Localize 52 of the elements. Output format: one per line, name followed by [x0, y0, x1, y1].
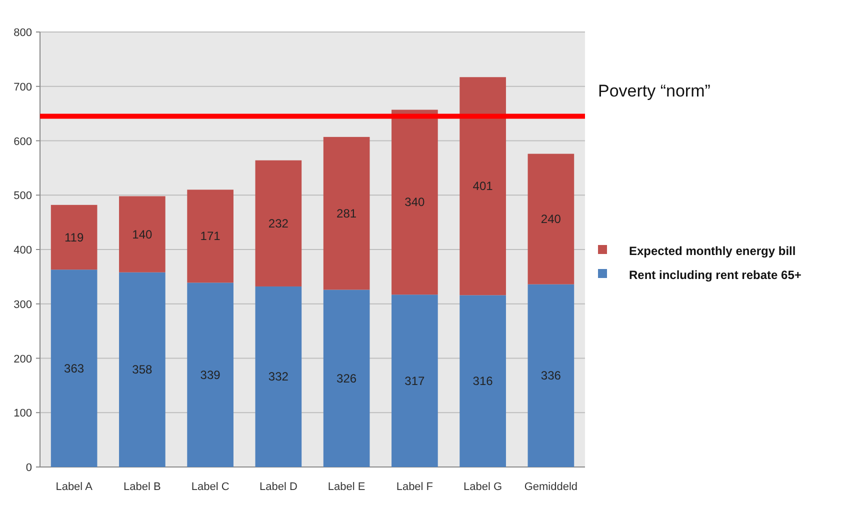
y-tick-label: 400: [14, 244, 32, 256]
data-label: 332: [268, 370, 289, 384]
data-label: 363: [64, 361, 84, 376]
y-tick-label: 100: [14, 408, 32, 420]
bar: [528, 284, 574, 467]
data-label: 339: [200, 368, 221, 382]
bar: [323, 136, 370, 290]
data-label: 232: [268, 216, 289, 230]
legend-label: Expected monthly energy bill: [629, 244, 796, 258]
y-tick-label: 500: [14, 190, 32, 202]
y-tick-label: 0: [26, 462, 32, 474]
data-label: 317: [404, 374, 426, 388]
x-tick-label: Label E: [328, 481, 366, 493]
y-tick-label: 300: [14, 298, 32, 311]
data-label: 340: [404, 195, 426, 210]
data-label: 326: [336, 371, 357, 386]
x-tick-label: Gemiddeld: [524, 481, 578, 493]
data-label: 316: [472, 374, 494, 388]
x-tick-label: Label B: [124, 481, 161, 493]
data-label: 281: [336, 206, 357, 220]
y-tick-label: 200: [14, 353, 32, 366]
bar: [119, 196, 166, 272]
data-label: 119: [64, 230, 84, 244]
bar: [392, 110, 438, 295]
data-label: 358: [132, 362, 153, 377]
bar: [50, 270, 98, 467]
data-label: 140: [132, 227, 153, 242]
bar: [528, 154, 574, 284]
bar: [119, 272, 166, 467]
data-label: 240: [540, 212, 562, 226]
bar: [255, 286, 302, 467]
data-label: 171: [200, 229, 221, 244]
y-tick-label: 700: [14, 81, 32, 94]
x-tick-label: Label F: [396, 481, 434, 493]
x-tick-label: Label A: [56, 481, 94, 493]
ref-line-label: Poverty “norm”: [598, 81, 711, 100]
x-tick-label: Label C: [191, 481, 230, 493]
bar: [392, 294, 438, 467]
x-tick-label: Label G: [464, 481, 502, 493]
x-tick-label: Label D: [259, 481, 298, 493]
bar: [460, 77, 506, 296]
bar: [187, 190, 234, 283]
bar: [50, 204, 98, 270]
bar: [323, 290, 370, 467]
bar: [460, 295, 506, 467]
legend-label: Rent including rent rebate 65+: [629, 268, 802, 282]
bar: [255, 160, 302, 286]
data-label: 401: [472, 179, 494, 194]
data-label: 336: [540, 368, 562, 383]
y-tick-label: 800: [14, 27, 32, 39]
bar: [187, 282, 234, 467]
y-tick-label: 600: [14, 136, 32, 148]
